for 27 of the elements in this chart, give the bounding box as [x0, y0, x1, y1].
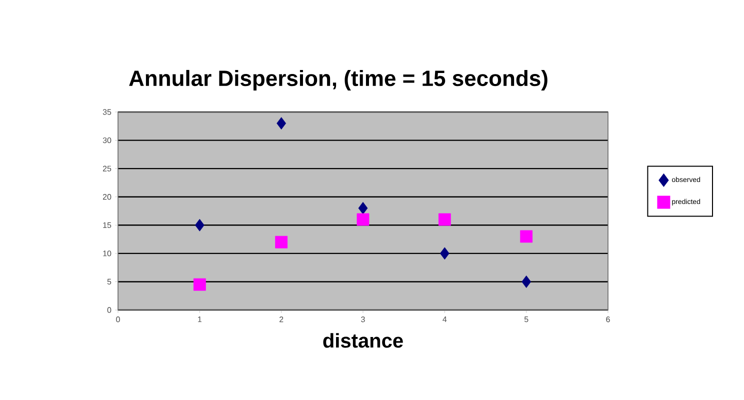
y-tick-label: 25 [102, 166, 112, 172]
y-tick-label: 10 [103, 250, 112, 256]
point [522, 276, 532, 288]
point [276, 117, 286, 130]
x-axis-title: distance [323, 333, 403, 348]
x-tick-label: 6 [606, 316, 610, 322]
y-tick-label: 15 [103, 222, 112, 228]
point [194, 218, 204, 232]
point [356, 213, 370, 226]
point [440, 247, 450, 260]
point [275, 236, 288, 248]
x-tick-label: 0 [116, 316, 120, 322]
y-tick-label: 0 [107, 307, 112, 313]
x-tick-label: 4 [442, 316, 447, 322]
y-tick-label: 20 [102, 194, 112, 200]
x-tick-label: 2 [280, 316, 284, 322]
y-tick-label: 30 [102, 137, 112, 144]
x-tick-label: 5 [524, 316, 528, 322]
x-tick-label: 1 [198, 316, 202, 322]
point [438, 213, 451, 226]
point [520, 230, 533, 243]
x-tick-label: 3 [361, 316, 365, 322]
y-tick-label: 5 [107, 278, 112, 285]
point [193, 278, 206, 291]
point [358, 202, 368, 214]
y-tick-label: 35 [102, 109, 112, 115]
chart-title: Annular Dispersion, (time = 15 seconds) [129, 70, 548, 90]
